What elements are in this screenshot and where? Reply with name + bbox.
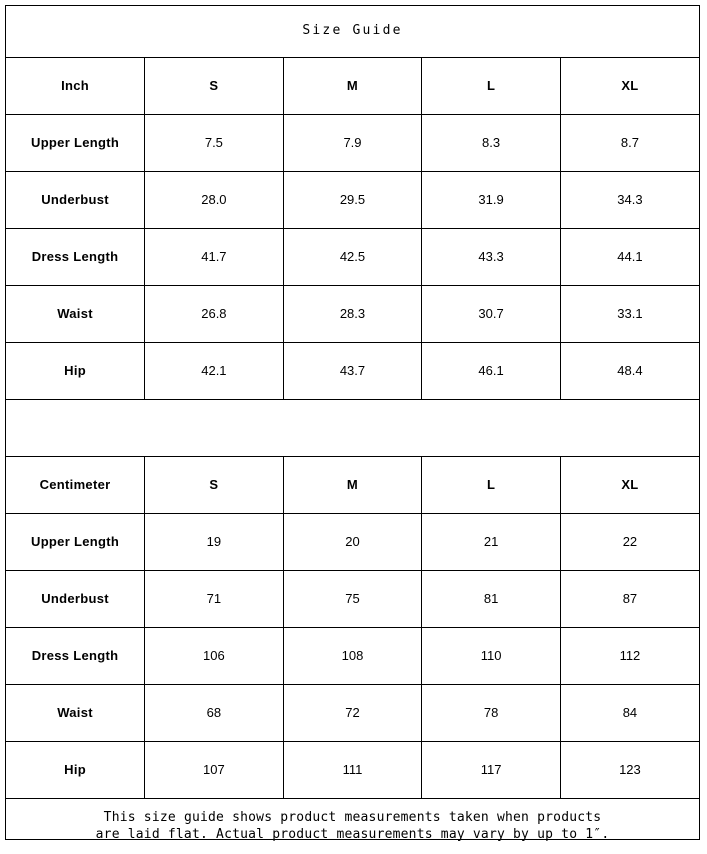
table-spacer-cell [6, 400, 699, 457]
column-header-s: S [145, 58, 284, 115]
row-label-dress-length-cm: Dress Length [6, 628, 145, 685]
cell-cm-hip-s: 107 [145, 742, 284, 799]
column-header-l: L [422, 58, 561, 115]
table-row: Hip 42.1 43.7 46.1 48.4 [6, 343, 699, 400]
size-guide-note: This size guide shows product measuremen… [6, 799, 699, 854]
cell-cm-waist-xl: 84 [560, 685, 699, 742]
table-row: Dress Length 41.7 42.5 43.3 44.1 [6, 229, 699, 286]
cell-cm-underbust-xl: 87 [560, 571, 699, 628]
cell-inch-upper-length-xl: 8.7 [560, 115, 699, 172]
row-label-underbust: Underbust [6, 172, 145, 229]
cell-cm-underbust-m: 75 [283, 571, 422, 628]
title-row: Size Guide [6, 6, 699, 58]
cell-cm-upper-length-m: 20 [283, 514, 422, 571]
cell-inch-upper-length-m: 7.9 [283, 115, 422, 172]
table-row: Hip 107 111 117 123 [6, 742, 699, 799]
cell-cm-hip-l: 117 [422, 742, 561, 799]
table-spacer-row [6, 400, 699, 457]
column-header-s-cm: S [145, 457, 284, 514]
row-label-waist: Waist [6, 286, 145, 343]
unit-label-centimeter: Centimeter [6, 457, 145, 514]
cell-cm-waist-l: 78 [422, 685, 561, 742]
column-header-xl-cm: XL [560, 457, 699, 514]
cell-cm-waist-m: 72 [283, 685, 422, 742]
cell-cm-upper-length-l: 21 [422, 514, 561, 571]
table-row: Underbust 28.0 29.5 31.9 34.3 [6, 172, 699, 229]
cell-inch-hip-xl: 48.4 [560, 343, 699, 400]
cell-cm-dress-length-m: 108 [283, 628, 422, 685]
cell-inch-underbust-m: 29.5 [283, 172, 422, 229]
size-guide-sheet: Size Guide Inch S M L XL Upper Length 7.… [5, 5, 700, 840]
cell-cm-dress-length-xl: 112 [560, 628, 699, 685]
table-row: Waist 26.8 28.3 30.7 33.1 [6, 286, 699, 343]
row-label-hip-cm: Hip [6, 742, 145, 799]
cell-cm-hip-m: 111 [283, 742, 422, 799]
cell-cm-dress-length-s: 106 [145, 628, 284, 685]
cell-inch-waist-l: 30.7 [422, 286, 561, 343]
unit-label-inch: Inch [6, 58, 145, 115]
cell-cm-upper-length-xl: 22 [560, 514, 699, 571]
table-row: Upper Length 19 20 21 22 [6, 514, 699, 571]
cell-cm-dress-length-l: 110 [422, 628, 561, 685]
note-line-2: are laid flat. Actual product measuremen… [6, 827, 699, 843]
cell-inch-dress-length-m: 42.5 [283, 229, 422, 286]
table-row: Dress Length 106 108 110 112 [6, 628, 699, 685]
column-header-m-cm: M [283, 457, 422, 514]
cell-cm-waist-s: 68 [145, 685, 284, 742]
cell-inch-waist-s: 26.8 [145, 286, 284, 343]
cell-inch-underbust-s: 28.0 [145, 172, 284, 229]
cell-cm-hip-xl: 123 [560, 742, 699, 799]
cell-inch-upper-length-s: 7.5 [145, 115, 284, 172]
row-label-upper-length-cm: Upper Length [6, 514, 145, 571]
cell-inch-upper-length-l: 8.3 [422, 115, 561, 172]
cell-inch-dress-length-l: 43.3 [422, 229, 561, 286]
cell-cm-underbust-l: 81 [422, 571, 561, 628]
centimeter-header-row: Centimeter S M L XL [6, 457, 699, 514]
row-label-hip: Hip [6, 343, 145, 400]
table-row: Waist 68 72 78 84 [6, 685, 699, 742]
cell-inch-dress-length-xl: 44.1 [560, 229, 699, 286]
row-label-upper-length: Upper Length [6, 115, 145, 172]
column-header-m: M [283, 58, 422, 115]
table-row: Underbust 71 75 81 87 [6, 571, 699, 628]
column-header-l-cm: L [422, 457, 561, 514]
page-title: Size Guide [6, 6, 699, 58]
cell-cm-upper-length-s: 19 [145, 514, 284, 571]
note-row: This size guide shows product measuremen… [6, 799, 699, 854]
cell-inch-waist-m: 28.3 [283, 286, 422, 343]
row-label-dress-length: Dress Length [6, 229, 145, 286]
size-guide-table: Size Guide Inch S M L XL Upper Length 7.… [6, 6, 699, 854]
row-label-underbust-cm: Underbust [6, 571, 145, 628]
row-label-waist-cm: Waist [6, 685, 145, 742]
cell-inch-hip-m: 43.7 [283, 343, 422, 400]
cell-inch-underbust-xl: 34.3 [560, 172, 699, 229]
cell-inch-hip-s: 42.1 [145, 343, 284, 400]
cell-inch-underbust-l: 31.9 [422, 172, 561, 229]
note-line-1: This size guide shows product measuremen… [6, 810, 699, 826]
cell-inch-dress-length-s: 41.7 [145, 229, 284, 286]
cell-inch-waist-xl: 33.1 [560, 286, 699, 343]
cell-cm-underbust-s: 71 [145, 571, 284, 628]
cell-inch-hip-l: 46.1 [422, 343, 561, 400]
inch-header-row: Inch S M L XL [6, 58, 699, 115]
table-row: Upper Length 7.5 7.9 8.3 8.7 [6, 115, 699, 172]
column-header-xl: XL [560, 58, 699, 115]
